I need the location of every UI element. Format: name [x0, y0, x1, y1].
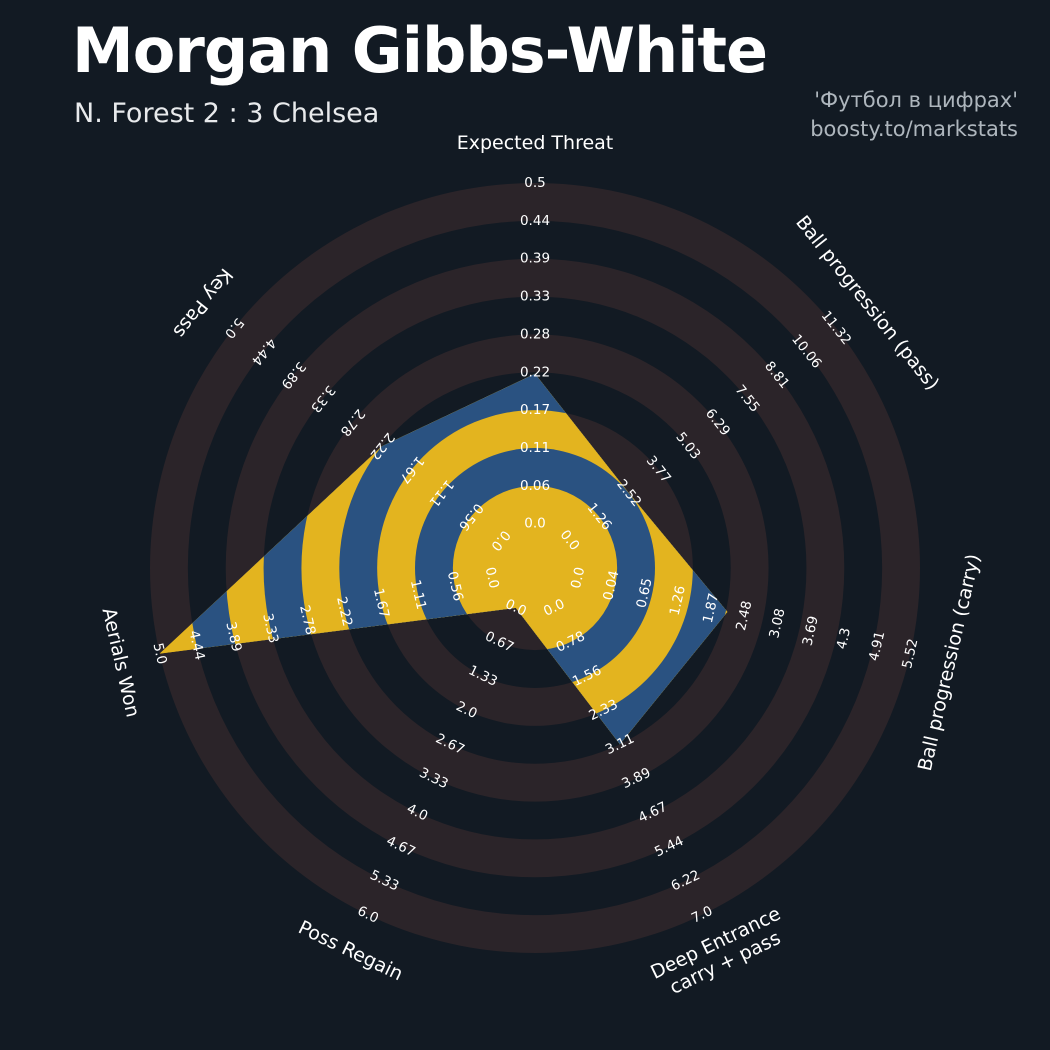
axis-tick-label: 0.11 — [520, 440, 550, 456]
axis-tick-label: 2.48 — [733, 599, 755, 632]
axis-label-poss-regain: Poss Regain — [295, 916, 407, 985]
axis-tick-label: 0.33 — [520, 289, 550, 305]
axis-label-expected-threat: Expected Threat — [457, 132, 614, 154]
credit-line-1: 'Футбол в цифрах' — [814, 88, 1018, 112]
axis-tick-label: 0.04 — [600, 569, 622, 602]
axis-label-line: Ball progression (carry) — [913, 552, 984, 773]
axis-label-line: Aerials Won — [98, 606, 144, 720]
axis-tick-label: 0.0 — [524, 516, 545, 532]
axis-tick-label: 3.69 — [800, 614, 822, 647]
axis-label-line: Poss Regain — [295, 916, 407, 985]
axis-tick-label: 5.0 — [149, 641, 169, 666]
axis-label-ball-progression-carry: Ball progression (carry) — [913, 552, 984, 773]
axis-tick-label: 0.65 — [633, 577, 655, 610]
axis-label-line: Expected Threat — [457, 132, 614, 154]
axis-tick-label: 0.0 — [482, 566, 502, 591]
axis-tick-label: 5.52 — [899, 637, 921, 670]
axis-tick-label: 1.26 — [667, 584, 689, 617]
axis-tick-label: 3.08 — [766, 607, 788, 640]
credit-line-2: boosty.to/markstats — [810, 117, 1018, 141]
axis-tick-label: 0.56 — [444, 570, 466, 603]
radar-center-hub — [490, 523, 580, 613]
axis-tick-label: 0.5 — [524, 175, 545, 191]
axis-tick-label: 0.39 — [520, 251, 550, 267]
axis-tick-label: 1.87 — [700, 592, 722, 625]
axis-tick-label: 4.91 — [866, 630, 888, 663]
axis-label-aerials-won: Aerials Won — [98, 606, 144, 720]
axis-tick-label: 0.28 — [520, 326, 550, 342]
axis-tick-label: 0.44 — [520, 213, 550, 229]
axis-tick-label: 3.33 — [259, 612, 281, 645]
axis-tick-label: 1.67 — [370, 587, 392, 620]
axis-tick-label: 2.78 — [296, 604, 318, 637]
axis-tick-label: 3.89 — [222, 620, 244, 653]
axis-tick-label: 1.11 — [407, 578, 429, 611]
axis-tick-label: 0.22 — [520, 364, 550, 380]
chart-header: Morgan Gibbs-White N. Forest 2 : 3 Chels… — [0, 0, 1050, 160]
match-subtitle: N. Forest 2 : 3 Chelsea — [74, 98, 380, 129]
axis-tick-label: 0.0 — [568, 566, 588, 591]
page-title: Morgan Gibbs-White — [72, 14, 768, 87]
axis-tick-label: 0.17 — [520, 402, 550, 418]
axis-tick-label: 4.44 — [185, 629, 207, 662]
axis-tick-label: 0.06 — [520, 478, 550, 494]
axis-tick-label: 2.22 — [333, 595, 355, 628]
axis-tick-label: 4.3 — [834, 626, 854, 651]
credit-block: 'Футбол в цифрах' boosty.to/markstats — [810, 86, 1018, 144]
